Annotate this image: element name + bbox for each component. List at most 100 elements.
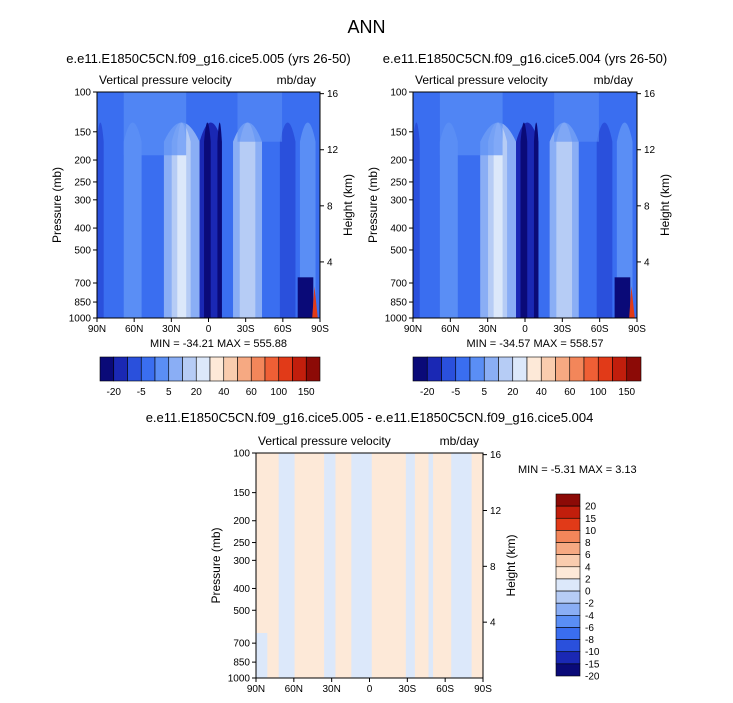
x-tick-label: 60S <box>436 684 454 695</box>
field-contour-band <box>405 453 415 678</box>
x-tick-label: 60N <box>441 324 459 335</box>
y-tick-label: 300 <box>233 556 250 567</box>
y-tick-label: 150 <box>390 127 407 138</box>
x-tick-label: 60N <box>285 684 303 695</box>
x-tick-label: 90S <box>474 684 492 695</box>
x-tick-label: 30N <box>162 324 180 335</box>
field-contour-band <box>493 122 503 318</box>
stats-text: MIN = -34.57 MAX = 558.57 <box>467 338 604 350</box>
colorbar-segment <box>555 505 581 519</box>
stats-text: MIN = -34.21 MAX = 555.88 <box>150 338 287 350</box>
colorbar-segment <box>626 356 642 382</box>
colorbar-segment <box>209 356 225 382</box>
figure-title: ANN <box>347 17 386 37</box>
colorbar-label: 60 <box>564 387 576 398</box>
colorbar-segment <box>597 356 613 382</box>
colorbar-segment <box>555 639 581 653</box>
x-tick-label: 90S <box>311 324 329 335</box>
field-contour-band <box>554 92 599 142</box>
colorbar-segment <box>555 602 581 616</box>
y2-tick-label: 16 <box>490 450 502 461</box>
colorbar-segment <box>483 356 499 382</box>
y2-tick-label: 8 <box>644 201 650 212</box>
field-contour-band <box>520 122 528 318</box>
colorbar-segment <box>555 651 581 665</box>
y-axis-label: Pressure (mb) <box>366 167 380 243</box>
colorbar-segment <box>540 356 556 382</box>
x-tick-label: 60S <box>274 324 292 335</box>
x-tick-label: 30N <box>322 684 340 695</box>
y-tick-label: 500 <box>74 245 91 256</box>
field-contour-band <box>278 453 295 678</box>
colorbar-segment <box>555 356 571 382</box>
y-tick-label: 400 <box>390 224 407 235</box>
y2-tick-label: 16 <box>327 89 339 100</box>
plot-field-1 <box>413 92 637 318</box>
y-tick-label: 250 <box>233 538 250 549</box>
x-tick-label: 0 <box>522 324 528 335</box>
colorbar-label: 2 <box>585 574 591 585</box>
field-contour-band <box>596 122 613 318</box>
y-tick-label: 100 <box>233 449 250 460</box>
y-tick-label: 700 <box>74 278 91 289</box>
plot-subtitle-left: Vertical pressure velocity <box>99 73 232 87</box>
field-contour-band <box>297 277 314 318</box>
colorbar-label: 40 <box>218 387 230 398</box>
field-contour-band <box>533 122 539 318</box>
colorbar-label: 0 <box>585 587 591 598</box>
colorbar-label: 20 <box>507 387 519 398</box>
x-tick-label: 0 <box>367 684 373 695</box>
colorbar-label: 150 <box>618 387 635 398</box>
colorbar-segment <box>441 356 457 382</box>
x-tick-label: 90N <box>247 684 265 695</box>
y2-tick-label: 4 <box>327 257 333 268</box>
colorbar-label: 20 <box>585 502 597 513</box>
colorbar-segment <box>140 356 156 382</box>
y2-tick-label: 12 <box>644 145 656 156</box>
y-tick-label: 1000 <box>228 674 251 685</box>
colorbar-segment <box>555 663 581 677</box>
y-tick-label: 850 <box>74 298 91 309</box>
colorbar-label: -15 <box>585 659 600 670</box>
colorbar-label: -20 <box>420 387 435 398</box>
colorbar-segment <box>278 356 293 382</box>
colorbar-label: -20 <box>585 672 600 683</box>
y2-tick-label: 4 <box>644 257 650 268</box>
y-tick-label: 700 <box>233 639 250 650</box>
colorbar-segment <box>526 356 542 382</box>
colorbar-label: 100 <box>590 387 607 398</box>
y-tick-label: 150 <box>233 488 250 499</box>
colorbar-segment <box>223 356 238 382</box>
x-tick-label: 30S <box>553 324 571 335</box>
field-contour-band <box>351 453 372 678</box>
field-contour-band <box>97 122 104 318</box>
y2-axis-label: Height (km) <box>504 534 518 596</box>
plot-subtitle-left: Vertical pressure velocity <box>258 434 391 448</box>
colorbar-segment <box>469 356 485 382</box>
colorbar-label: -5 <box>137 387 146 398</box>
y-tick-label: 1000 <box>385 314 408 325</box>
colorbar-segment <box>113 356 128 382</box>
y-tick-label: 200 <box>390 156 407 167</box>
y-tick-label: 250 <box>74 177 91 188</box>
field-contour-band <box>413 122 420 318</box>
plot-subtitle-right: mb/day <box>277 73 316 87</box>
y-tick-label: 850 <box>233 658 250 669</box>
colorbar-label: 20 <box>191 387 203 398</box>
y-tick-label: 850 <box>390 298 407 309</box>
colorbar-label: 60 <box>246 387 258 398</box>
colorbar-segment <box>412 356 428 382</box>
colorbar-segment <box>168 356 183 382</box>
colorbar-segment <box>569 356 585 382</box>
colorbar-segment <box>195 356 211 382</box>
plot-subtitle-left: Vertical pressure velocity <box>415 73 548 87</box>
y2-tick-label: 8 <box>327 201 333 212</box>
colorbar-segment <box>555 542 581 555</box>
colorbar-segment <box>154 356 170 382</box>
x-tick-label: 90N <box>404 324 422 335</box>
y-tick-label: 200 <box>74 156 91 167</box>
field-contour-band <box>279 122 296 318</box>
colorbar-label: 40 <box>536 387 548 398</box>
y2-axis-label: Height (km) <box>658 174 672 236</box>
